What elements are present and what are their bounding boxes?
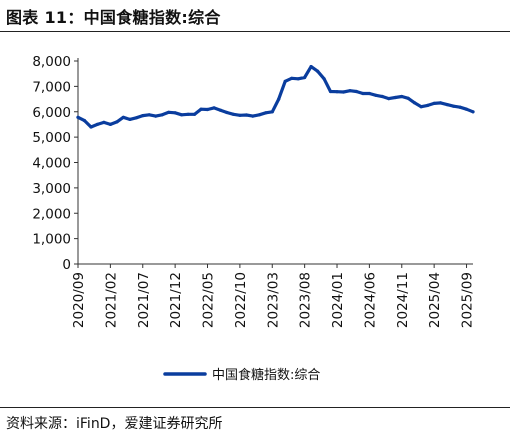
data-point: [225, 110, 229, 115]
legend-label: 中国食糖指数:综合: [212, 367, 320, 383]
data-point: [367, 91, 371, 96]
data-point: [341, 90, 346, 94]
x-tick-label: 2021/07: [136, 272, 152, 328]
data-point: [147, 113, 151, 117]
data-point: [270, 110, 274, 114]
x-tick-label: 2020/09: [71, 272, 87, 328]
data-point: [231, 112, 235, 116]
x-tick-label: 2024/11: [395, 272, 411, 328]
x-tick-label: 2023/08: [298, 272, 314, 328]
data-point: [458, 105, 462, 109]
x-tick-label: 2025/09: [460, 272, 476, 328]
source-note: 资料来源：iFinD，爱建证券研究所: [6, 416, 223, 432]
data-point: [160, 113, 164, 117]
data-point: [238, 113, 242, 117]
chart-axes: [77, 58, 473, 265]
y-tick-label: 1,000: [32, 232, 71, 248]
data-point: [354, 89, 358, 94]
data-point: [335, 90, 339, 94]
data-point: [348, 89, 352, 93]
chart-legend: 中国食糖指数:综合: [163, 367, 320, 383]
data-point: [400, 94, 404, 99]
y-tick-label: 7,000: [32, 79, 71, 95]
x-tick-label: 2023/03: [265, 272, 281, 328]
data-point: [303, 75, 307, 80]
data-point: [309, 65, 313, 69]
data-point: [173, 111, 177, 115]
x-axis-ticks: 2020/09 2021/02 2021/07 2021/12 2022/05 2022/…: [71, 264, 476, 328]
data-point: [393, 95, 397, 100]
data-point: [180, 113, 184, 117]
data-point: [374, 93, 378, 97]
figure-title: 图表 11：中国食糖指数:综合: [6, 8, 221, 27]
x-tick-label: 2022/05: [201, 272, 217, 328]
y-tick-label: 6,000: [32, 105, 71, 121]
y-tick-label: 5,000: [32, 130, 71, 146]
data-point: [251, 114, 255, 118]
data-point: [426, 103, 430, 107]
y-tick-label: 8,000: [32, 54, 71, 70]
plot-area: [76, 64, 475, 129]
y-tick-label: 3,000: [32, 181, 71, 197]
data-point: [244, 113, 248, 117]
data-point: [406, 96, 410, 100]
data-point: [154, 114, 158, 118]
x-tick-label: 2024/06: [362, 272, 378, 328]
data-point: [283, 79, 287, 83]
data-point: [115, 120, 119, 124]
data-point: [380, 94, 384, 99]
title-divider: [0, 31, 510, 32]
data-point: [212, 106, 216, 110]
data-point: [134, 116, 138, 120]
data-point: [205, 107, 210, 112]
data-point: [387, 97, 391, 101]
y-axis-ticks: 0 1,000 2,000 3,000 4,000 5,000 6,000 7,000 8,00…: [32, 54, 78, 273]
data-point: [76, 115, 80, 119]
data-point: [89, 125, 93, 129]
data-point: [464, 107, 469, 111]
x-tick-label: 2021/12: [168, 272, 184, 328]
data-point: [102, 120, 106, 124]
data-point: [419, 105, 423, 109]
data-point: [328, 89, 333, 94]
x-tick-label: 2021/02: [103, 272, 119, 328]
data-point: [413, 101, 417, 105]
data-point: [439, 101, 443, 105]
data-point: [257, 113, 261, 117]
data-point: [445, 103, 449, 107]
data-point: [108, 122, 112, 126]
data-point: [264, 111, 268, 115]
data-point: [316, 69, 320, 73]
data-point: [186, 112, 190, 116]
data-point: [277, 97, 281, 101]
x-tick-label: 2022/10: [233, 272, 249, 328]
data-point: [128, 117, 132, 121]
data-point: [95, 122, 99, 126]
data-point: [296, 77, 300, 81]
y-tick-label: 0: [62, 257, 71, 273]
data-point: [471, 110, 475, 114]
data-point: [82, 119, 87, 123]
data-point: [167, 110, 171, 114]
data-point: [290, 76, 294, 80]
data-point: [322, 77, 326, 81]
y-tick-label: 2,000: [32, 206, 71, 222]
data-point: [193, 112, 197, 116]
data-point: [432, 101, 436, 105]
x-tick-label: 2024/01: [330, 272, 346, 328]
data-point: [218, 108, 223, 112]
y-tick-label: 4,000: [32, 156, 71, 172]
data-point: [452, 104, 456, 108]
source-divider: [0, 407, 510, 408]
x-tick-label: 2025/04: [427, 272, 443, 328]
data-point: [141, 114, 145, 118]
data-point: [199, 107, 203, 111]
data-point: [121, 115, 125, 119]
data-point: [361, 91, 365, 96]
